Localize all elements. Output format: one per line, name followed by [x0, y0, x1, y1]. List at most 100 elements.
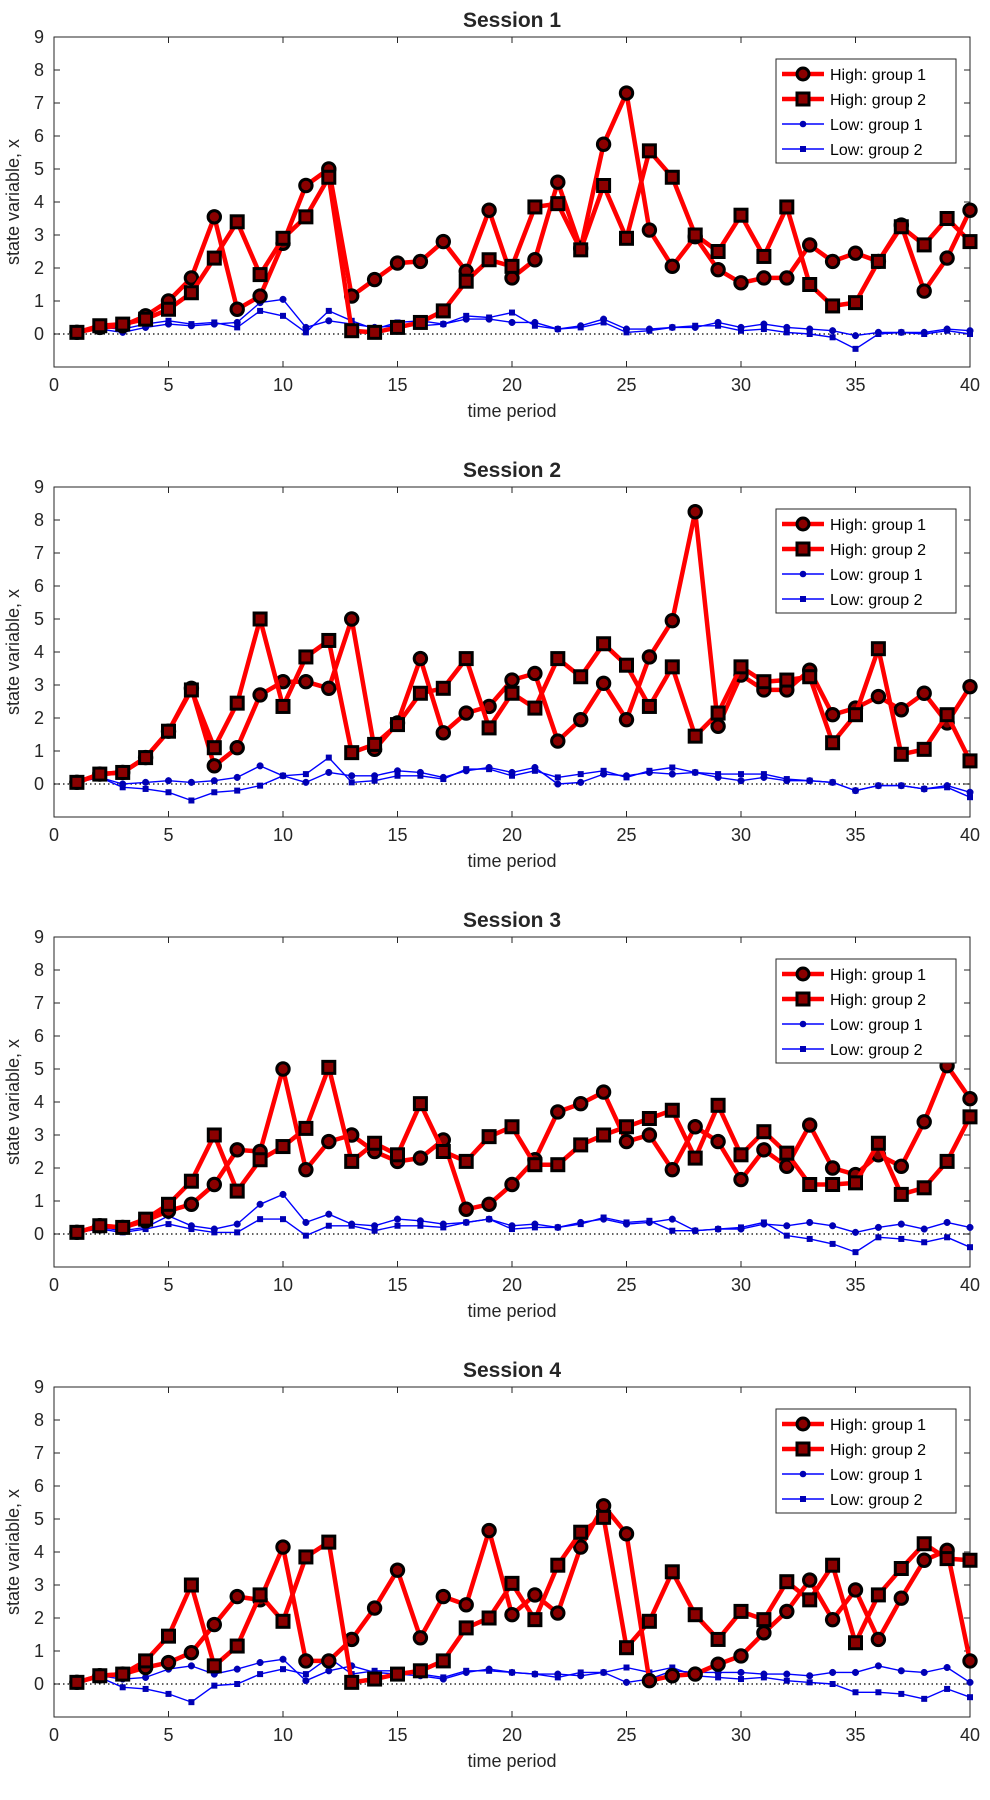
x-tick-label: 25 [616, 375, 636, 395]
data-point [943, 1218, 951, 1227]
data-point [893, 746, 909, 762]
data-point [851, 1228, 860, 1236]
data-point [715, 1226, 722, 1233]
data-point [848, 707, 863, 723]
data-point [275, 1139, 291, 1155]
data-point [916, 1180, 932, 1196]
chart-panel-4: Session 4 0 5 10 15 20 25 30 35 40 0 1 2 3 4 5 6 7 8 9 time … [3, 1359, 980, 1771]
data-point [646, 767, 653, 774]
y-tick-label: 9 [34, 477, 44, 497]
data-point [619, 657, 634, 673]
legend-entry-label: High: group 2 [830, 92, 926, 109]
data-point [687, 728, 703, 744]
data-point [187, 778, 195, 786]
data-point [760, 1674, 767, 1681]
data-point [371, 777, 378, 784]
data-point [165, 1221, 172, 1228]
data-point [824, 253, 841, 270]
data-point [321, 1534, 337, 1550]
data-point [595, 136, 612, 152]
data-point [115, 1666, 131, 1682]
data-point [687, 504, 703, 520]
data-point [275, 698, 291, 714]
data-point [298, 1549, 314, 1565]
data-point [252, 1152, 268, 1168]
y-tick-label: 1 [34, 741, 44, 761]
data-point [160, 1654, 177, 1671]
data-point [962, 1109, 978, 1125]
data-point [504, 1575, 520, 1591]
series-high-group-1 [69, 1498, 978, 1691]
data-point [325, 754, 332, 761]
data-point [848, 295, 863, 311]
data-point [257, 1216, 264, 1223]
data-point [325, 768, 333, 777]
data-point [417, 772, 424, 779]
data-point [321, 632, 337, 648]
data-point [756, 1612, 772, 1628]
data-point [737, 1668, 745, 1677]
x-tick-label: 20 [502, 1275, 522, 1295]
data-point [669, 324, 676, 331]
data-point [596, 1127, 612, 1143]
x-tick-label: 35 [845, 375, 865, 395]
data-point [554, 1674, 561, 1681]
series-line [76, 1065, 973, 1235]
x-tick-label: 5 [163, 375, 173, 395]
data-point [188, 1226, 195, 1233]
data-point [504, 258, 520, 274]
data-point [898, 782, 905, 789]
data-point [870, 1631, 887, 1648]
data-point [481, 1129, 497, 1145]
data-point [874, 1662, 882, 1670]
data-point [573, 1095, 589, 1112]
x-tick-label: 10 [273, 1725, 293, 1745]
data-point [573, 1524, 589, 1540]
y-tick-label: 4 [34, 192, 44, 212]
data-point [893, 1158, 909, 1175]
legend-entry-label: Low: group 2 [830, 1042, 923, 1059]
data-point [348, 779, 355, 786]
legend-entry-label: Low: group 1 [830, 1017, 923, 1034]
data-point [390, 1666, 405, 1682]
data-point [211, 319, 218, 326]
data-point [916, 237, 932, 253]
data-point [618, 1133, 635, 1150]
data-point [944, 1685, 951, 1692]
data-point [211, 1682, 218, 1689]
data-point [234, 787, 241, 794]
data-point [367, 1135, 383, 1151]
x-tick-label: 40 [960, 1725, 980, 1745]
data-point [577, 771, 584, 778]
series-low-group-2 [73, 1214, 973, 1256]
legend-marker [799, 1020, 807, 1028]
data-point [344, 1153, 360, 1169]
data-point [275, 230, 291, 246]
data-point [967, 331, 973, 337]
data-point [664, 1564, 680, 1580]
data-point [302, 1671, 309, 1678]
data-point [115, 764, 131, 780]
data-point [916, 741, 932, 757]
data-point [435, 1144, 451, 1159]
legend-entry-label: High: group 1 [830, 1417, 926, 1434]
series-line [76, 756, 971, 802]
legend-marker [795, 541, 811, 557]
data-point [710, 718, 726, 734]
data-point [573, 1137, 589, 1153]
data-point [692, 1227, 699, 1234]
data-point [916, 1114, 932, 1130]
data-point [641, 1613, 657, 1629]
data-point [435, 233, 451, 250]
x-axis-label: time period [467, 1751, 556, 1771]
data-point [183, 270, 200, 286]
data-point [435, 1588, 451, 1605]
data-point [664, 612, 680, 629]
series-high-group-2 [69, 143, 978, 340]
y-tick-label: 5 [34, 609, 44, 629]
data-point [967, 1694, 973, 1701]
data-point [298, 177, 314, 194]
data-point [325, 1222, 332, 1229]
data-point [779, 1603, 795, 1620]
data-point [921, 785, 928, 792]
